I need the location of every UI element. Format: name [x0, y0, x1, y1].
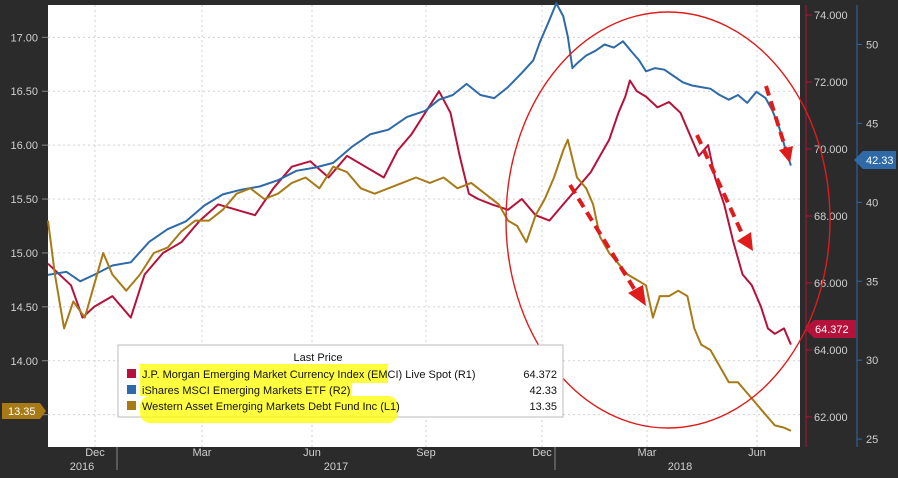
x-tick-label: Dec: [85, 447, 105, 459]
x-axis: Dec Mar Jun Sep Dec Mar Jun 2016 2017 2018: [48, 447, 800, 478]
legend-label-eem: iShares MSCI Emerging Markets ETF (R2): [142, 385, 350, 397]
r2-tick-label: 25: [866, 434, 878, 446]
left-tick-label: 15.00: [10, 248, 38, 260]
series-lines: [47, 2, 792, 432]
legend-highlights: [140, 364, 398, 423]
svg-text:13.35: 13.35: [8, 406, 36, 418]
left-tick-label: 14.50: [10, 302, 38, 314]
left-tick-label: 17.00: [10, 32, 38, 44]
left-tick-label: 16.00: [10, 140, 38, 152]
legend-swatch-emd: [127, 401, 136, 410]
x-tick-label: Mar: [193, 447, 212, 459]
svg-text:64.372: 64.372: [815, 324, 849, 336]
left-tick-label: 14.00: [10, 356, 38, 368]
series-line-eem: [47, 2, 792, 283]
last-price-tag-emd: 13.35: [2, 403, 46, 419]
last-price-tag-emci: 64.372: [805, 320, 856, 338]
r2-tick-label: 35: [866, 276, 878, 288]
x-tick-label: Mar: [638, 447, 657, 459]
legend-value-emd: 13.35: [529, 401, 557, 413]
x-tick-label: Jun: [748, 447, 766, 459]
highlight-circle: [505, 11, 831, 429]
legend-swatch-emci: [127, 369, 136, 378]
r2-tick-label: 30: [866, 355, 878, 367]
r2-tick-label: 40: [866, 197, 878, 209]
r2-tick-label: 50: [866, 39, 878, 51]
series-line-emci: [47, 79, 792, 345]
legend-title: Last Price: [294, 352, 343, 364]
legend-swatch-eem: [127, 385, 136, 394]
trend-arrows: [568, 85, 788, 297]
series-line-emd: [47, 138, 792, 432]
x-year-label: 2016: [70, 461, 94, 473]
x-tick-label: Jun: [303, 447, 321, 459]
x-axis-band: [48, 447, 800, 478]
legend-value-emci: 64.372: [523, 369, 557, 381]
r1-tick-label: 62.000: [814, 412, 848, 424]
x-tick-label: Sep: [416, 447, 436, 459]
r1-tick-label: 72.000: [814, 77, 848, 89]
r1-tick-label: 68.000: [814, 211, 848, 223]
svg-text:42.33: 42.33: [866, 155, 894, 167]
r1-tick-label: 74.000: [814, 10, 848, 22]
r1-tick-label: 64.000: [814, 345, 848, 357]
arrow-heads: [628, 146, 793, 306]
r1-tick-label: 66.000: [814, 278, 848, 290]
r1-tick-label: 70.000: [814, 144, 848, 156]
x-tick-label: Dec: [532, 447, 552, 459]
legend: Last Price J.P. Morgan Emerging Market C…: [117, 344, 564, 423]
legend-label-emd: Western Asset Emerging Markets Debt Fund…: [142, 401, 400, 413]
last-price-tag-eem: 42.33: [854, 151, 896, 169]
r2-tick-label: 45: [866, 118, 878, 130]
legend-label-emci: J.P. Morgan Emerging Market Currency Ind…: [142, 369, 476, 381]
right-axis-r1: 74.000 72.000 70.000 68.000 66.000 64.000 62.0…: [805, 5, 848, 447]
left-tick-label: 16.50: [10, 86, 38, 98]
x-year-label: 2018: [668, 461, 692, 473]
right-axis-r2: 50 45 40 35 30 25: [856, 5, 878, 447]
x-year-label: 2017: [324, 461, 348, 473]
left-tick-label: 15.50: [10, 194, 38, 206]
legend-value-eem: 42.33: [529, 385, 557, 397]
